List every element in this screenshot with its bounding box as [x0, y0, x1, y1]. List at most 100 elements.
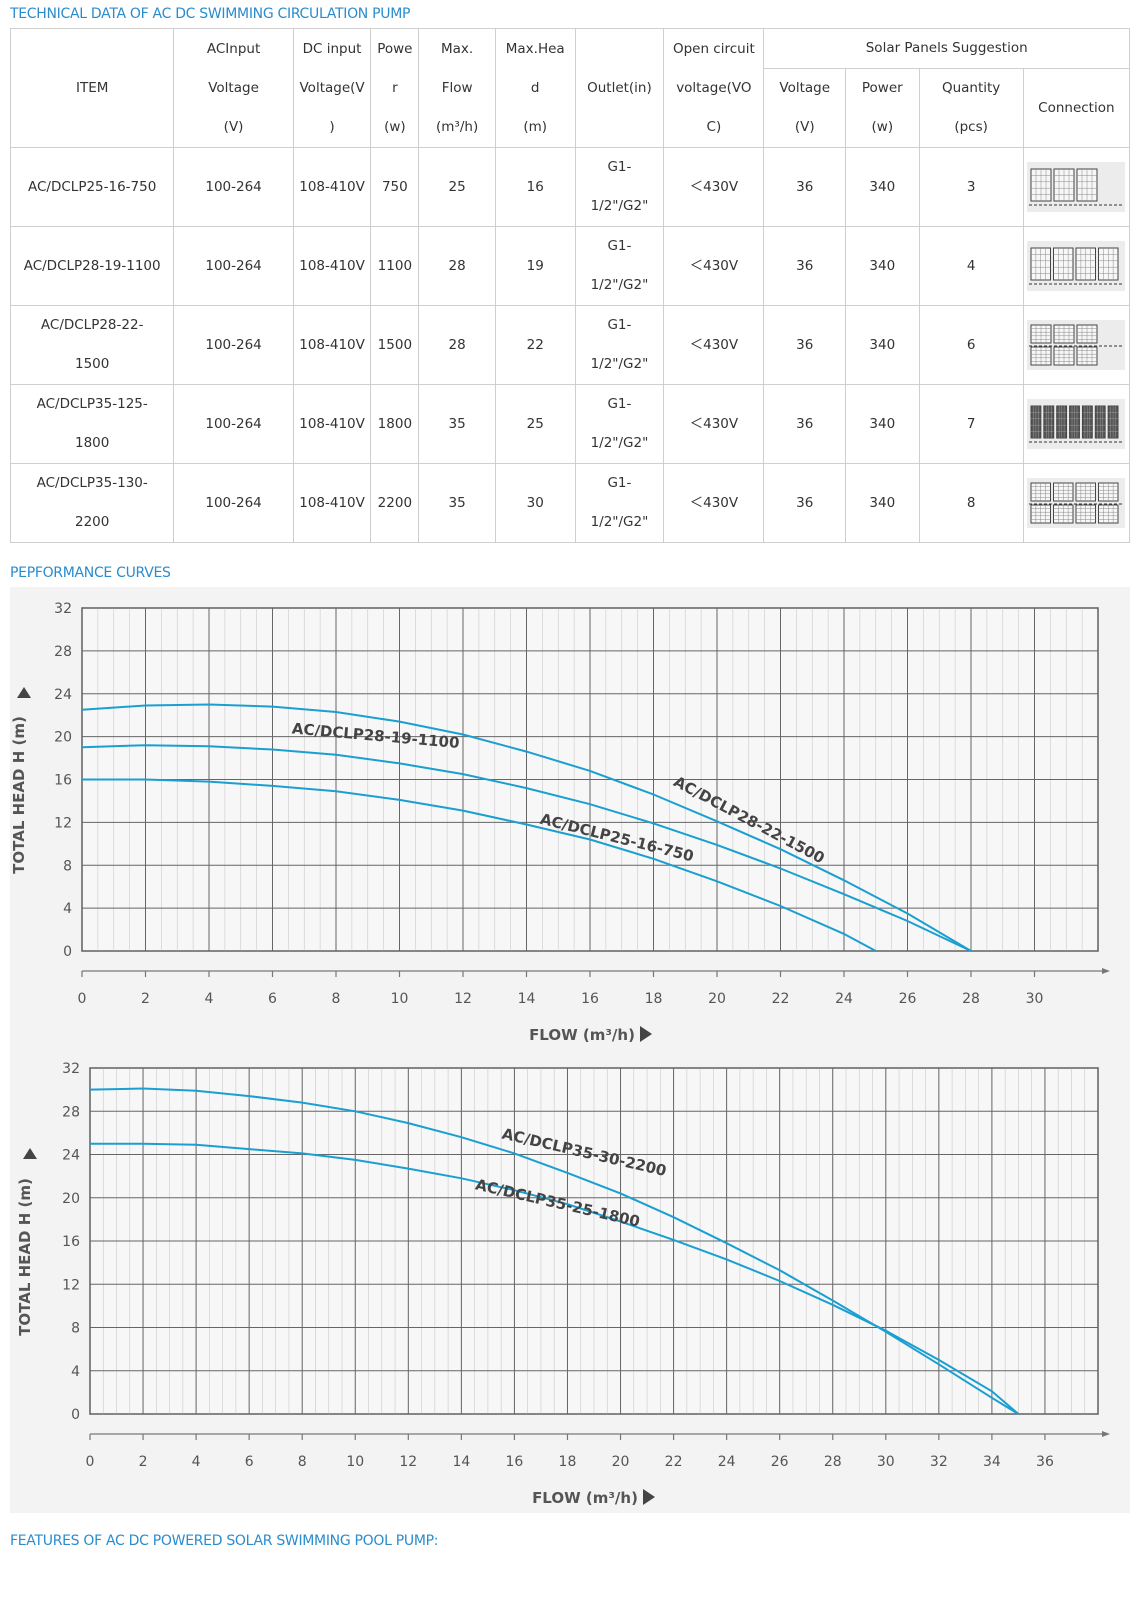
x-tick-label: 16: [506, 1454, 524, 1470]
cell-head: 25: [494, 384, 576, 464]
panel-connection-diagram: [1027, 478, 1126, 528]
header-item: ITEM: [9, 28, 175, 148]
performance-title: PEPFORMANCE CURVES: [10, 565, 171, 581]
table-row: AC/DCLP35-130- 2200 100-264 108-410V 2200 35 3…: [9, 463, 1131, 543]
cell-outlet: G1- 1/2"/G2": [574, 384, 665, 464]
cell-quantity: 6: [918, 305, 1024, 385]
y-tick-label: 24: [62, 1148, 80, 1164]
header-sp-voltage: Voltage (V): [763, 68, 847, 148]
x-tick-label: 26: [899, 991, 917, 1007]
x-tick-label: 32: [930, 1454, 948, 1470]
x-tick-label: 30: [877, 1454, 895, 1470]
cell-power: 2200: [370, 463, 420, 543]
table-row: AC/DCLP28-22- 1500 100-264 108-410V 1500 28 22…: [9, 305, 1131, 385]
cell-sp-voltage: 36: [763, 305, 847, 385]
cell-sp-power: 340: [845, 384, 920, 464]
header-solar-group: Solar Panels Suggestion: [763, 28, 1130, 69]
x-tick-label: 22: [772, 991, 790, 1007]
y-tick-label: 16: [54, 773, 72, 789]
cell-sp-power: 340: [845, 463, 920, 543]
y-tick-label: 20: [54, 730, 72, 746]
y-tick-label: 28: [62, 1104, 80, 1120]
x-tick-label: 0: [86, 1454, 95, 1470]
series-curve: [90, 1142, 1020, 1415]
cell-item: AC/DCLP35-130- 2200: [9, 463, 175, 543]
x-tick-label: 6: [268, 991, 277, 1007]
cell-sp-voltage: 36: [763, 226, 847, 306]
panel-connection-diagram: [1027, 162, 1126, 212]
cell-connection: [1022, 305, 1131, 385]
cell-voc: ＜430V: [663, 384, 765, 464]
cell-ac: 100-264: [173, 147, 294, 227]
x-tick-label: 24: [835, 991, 853, 1007]
y-tick-label: 32: [54, 601, 72, 617]
cell-flow: 28: [418, 305, 496, 385]
header-outlet: Outlet(in): [574, 28, 665, 148]
cell-head: 22: [494, 305, 576, 385]
cell-head: 16: [494, 147, 576, 227]
cell-flow: 35: [418, 384, 496, 464]
x-tick-label: 0: [78, 991, 87, 1007]
y-tick-label: 4: [63, 901, 72, 917]
features-title: FEATURES OF AC DC POWERED SOLAR SWIMMING…: [10, 1533, 439, 1549]
cell-ac: 100-264: [173, 384, 294, 464]
x-tick-label: 10: [346, 1454, 364, 1470]
cell-connection: [1022, 384, 1131, 464]
cell-quantity: 8: [918, 463, 1024, 543]
x-axis-arrow: [1102, 968, 1110, 974]
cell-ac: 100-264: [173, 463, 294, 543]
cell-item: AC/DCLP25-16-750: [9, 147, 175, 227]
cell-voc: ＜430V: [663, 463, 765, 543]
cell-dc: 108-410V: [292, 384, 372, 464]
y-tick-label: 8: [71, 1321, 80, 1337]
cell-head: 19: [494, 226, 576, 306]
y-tick-label: 4: [71, 1364, 80, 1380]
cell-connection: [1022, 226, 1131, 306]
x-tick-label: 4: [192, 1454, 201, 1470]
x-tick-label: 22: [665, 1454, 683, 1470]
x-tick-label: 26: [771, 1454, 789, 1470]
cell-power: 1500: [370, 305, 420, 385]
header-dc-input: DC input Voltage(V): [292, 28, 372, 148]
panel-connection-diagram: [1027, 241, 1126, 291]
y-tick-label: 0: [71, 1407, 80, 1423]
x-tick-label: 16: [581, 991, 599, 1007]
y-tick-label: 28: [54, 644, 72, 660]
table-row: AC/DCLP35-125- 1800 100-264 108-410V 1800 35 2…: [9, 384, 1131, 464]
cell-sp-power: 340: [845, 305, 920, 385]
panel-connection-diagram: [1027, 320, 1126, 370]
technical-data-table: ITEM ACInput Voltage (V) DC input Voltage(V…: [9, 28, 1131, 543]
cell-dc: 108-410V: [292, 226, 372, 306]
x-tick-label: 12: [399, 1454, 417, 1470]
x-axis-label: FLOW (m³/h): [529, 1026, 635, 1044]
cell-item: AC/DCLP28-22- 1500: [9, 305, 175, 385]
y-tick-label: 16: [62, 1234, 80, 1250]
series-curve: [81, 703, 972, 952]
x-tick-label: 18: [645, 991, 663, 1007]
header-sp-quantity: Quantity (pcs): [918, 68, 1024, 148]
cell-dc: 108-410V: [292, 463, 372, 543]
cell-quantity: 7: [918, 384, 1024, 464]
x-tick-label: 28: [962, 991, 980, 1007]
x-label-arrow-icon: [643, 1489, 655, 1505]
x-tick-label: 2: [139, 1454, 148, 1470]
cell-flow: 35: [418, 463, 496, 543]
header-max-head: Max.Hea d (m): [494, 28, 576, 148]
cell-head: 30: [494, 463, 576, 543]
cell-sp-voltage: 36: [763, 147, 847, 227]
cell-power: 1800: [370, 384, 420, 464]
cell-power: 750: [370, 147, 420, 227]
y-tick-label: 32: [62, 1061, 80, 1077]
x-tick-label: 14: [452, 1454, 470, 1470]
cell-ac: 100-264: [173, 226, 294, 306]
y-tick-label: 12: [54, 815, 72, 831]
x-tick-label: 12: [454, 991, 472, 1007]
x-tick-label: 2: [141, 991, 150, 1007]
header-sp-power: Power (w): [845, 68, 920, 148]
cell-outlet: G1- 1/2"/G2": [574, 147, 665, 227]
y-tick-label: 24: [54, 687, 72, 703]
cell-flow: 25: [418, 147, 496, 227]
cell-quantity: 3: [918, 147, 1024, 227]
header-max-flow: Max. Flow (m³/h): [418, 28, 496, 148]
cell-outlet: G1- 1/2"/G2": [574, 305, 665, 385]
